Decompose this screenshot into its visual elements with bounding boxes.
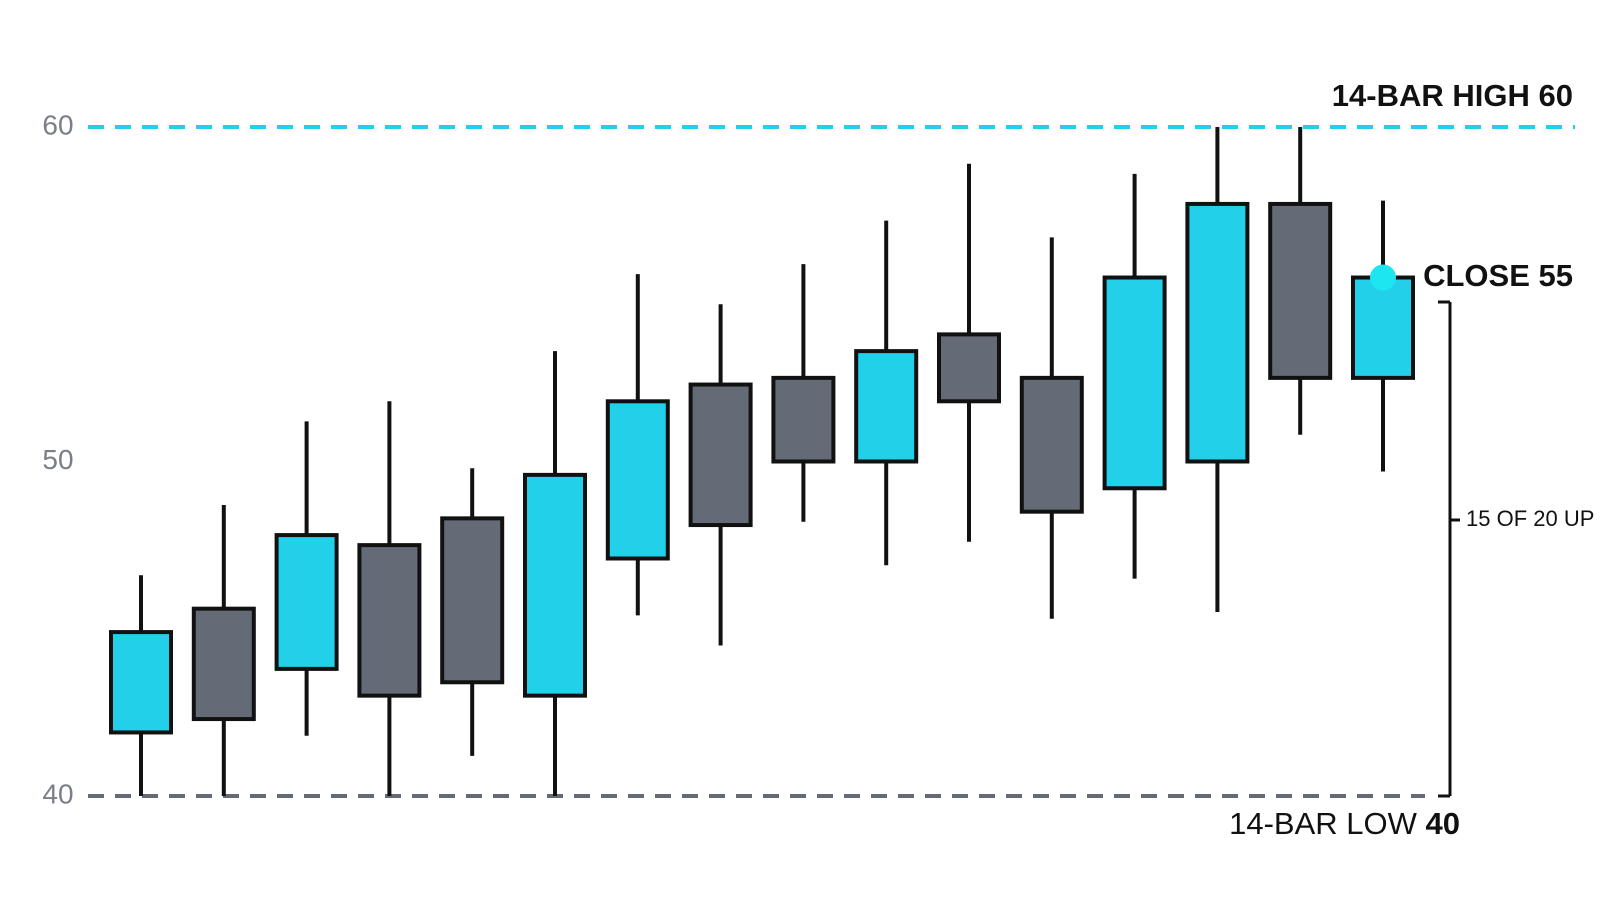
candle-body [191, 606, 256, 722]
low-label: 14-BAR LOW 40 [1229, 806, 1460, 841]
close-label-text: CLOSE [1423, 258, 1530, 293]
candle-body [1351, 275, 1415, 380]
candle-body [771, 375, 836, 464]
high-label-value: 60 [1539, 78, 1573, 113]
plot: 40 50 60 [42, 109, 1575, 809]
candle-body [605, 399, 670, 561]
close-label: CLOSE 55 [1423, 258, 1573, 293]
close-dot [1370, 264, 1396, 291]
candle-body [440, 516, 505, 685]
high-label: 14-BAR HIGH 60 [1332, 78, 1573, 113]
y-tick-label: 60 [42, 109, 73, 140]
candle-body [937, 332, 1001, 404]
candle-body [854, 349, 919, 464]
candle-body [1102, 275, 1167, 491]
candle-body [109, 630, 173, 735]
bracket-label: 15 OF 20 UP [1466, 506, 1594, 531]
low-label-text: 14-BAR LOW [1229, 806, 1418, 841]
y-tick-label: 50 [42, 444, 73, 475]
close-label-value: 55 [1539, 258, 1573, 293]
candle-body [1268, 201, 1333, 380]
candle-body [1185, 201, 1250, 464]
candle-body [357, 543, 422, 698]
y-tick-label: 40 [42, 778, 73, 809]
high-label-text: 14-BAR HIGH [1332, 78, 1530, 113]
candle-body [274, 533, 339, 671]
candle-body [1019, 375, 1084, 514]
candle-body [523, 472, 587, 698]
low-label-value: 40 [1426, 806, 1460, 841]
candle-body [688, 382, 753, 528]
